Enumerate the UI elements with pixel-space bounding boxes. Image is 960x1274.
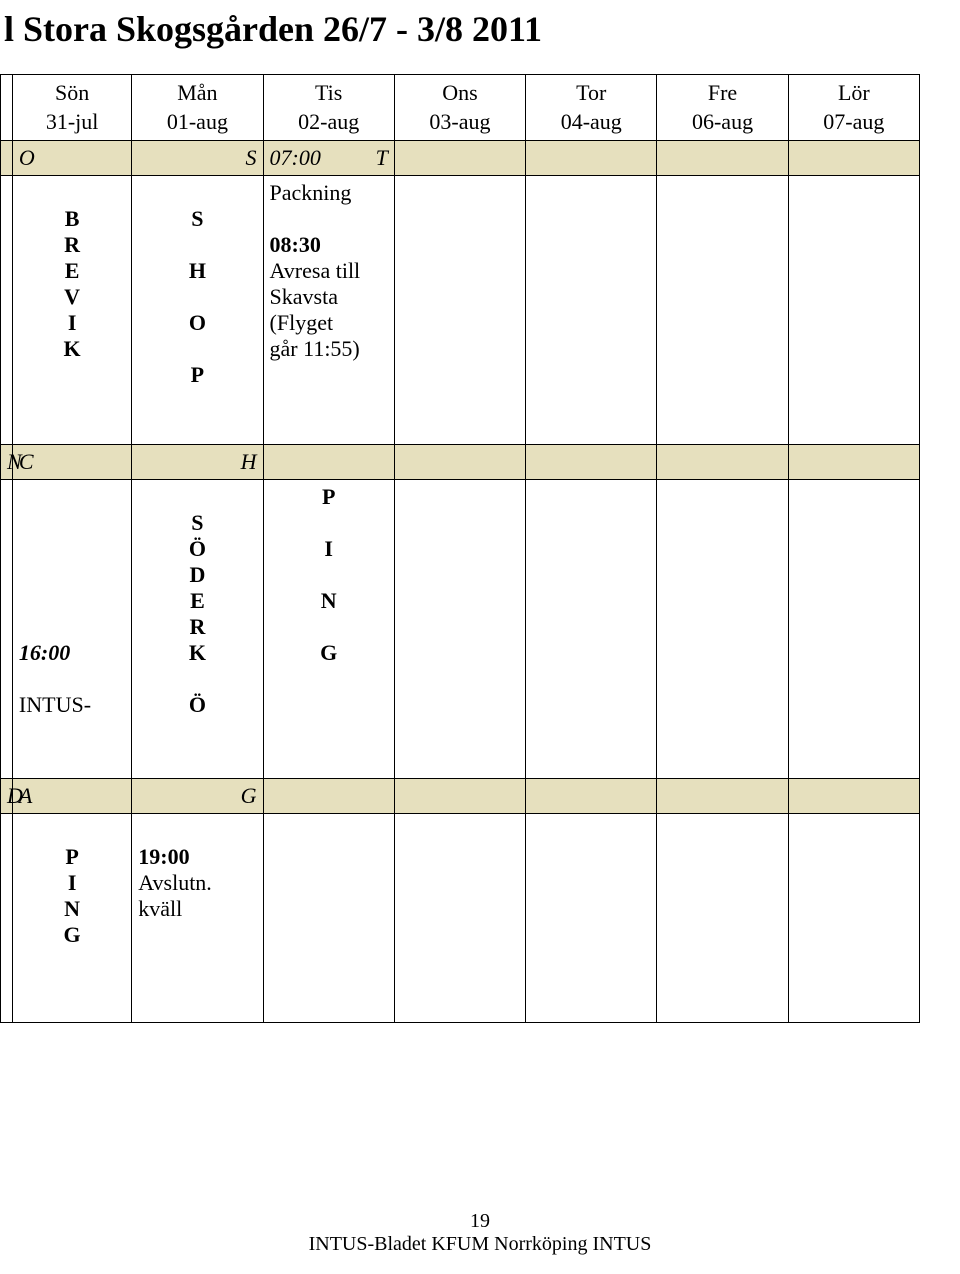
cell-ping2: P I N G	[12, 814, 131, 1023]
empty-cell	[788, 814, 919, 1023]
day-header: Mån 01-aug	[132, 75, 263, 141]
page-title: l Stora Skogsgården 26/7 - 3/8 2011	[0, 0, 920, 74]
empty-cell	[263, 814, 394, 1023]
footer-text: INTUS-Bladet KFUM Norrköping INTUS	[0, 1233, 960, 1256]
band-cell	[788, 141, 919, 176]
day-header: Lör 07-aug	[788, 75, 919, 141]
empty-cell	[526, 176, 657, 445]
cell-departure: Packning 08:30 Avresa till Skavsta (Flyg…	[263, 176, 394, 445]
cell-brevik: B R E V I K	[12, 176, 131, 445]
empty-cell	[788, 176, 919, 445]
band-cell: H	[132, 445, 263, 480]
schedule-table: Sön 31-jul Mån 01-aug Tis 02-aug Ons 03-…	[0, 74, 920, 1023]
schedule-row: B R E V I K S H O P Packning 08:30	[1, 176, 920, 445]
day-header: Ons 03-aug	[394, 75, 525, 141]
section-band: N C H	[1, 445, 920, 480]
band-cell	[394, 141, 525, 176]
stub-cell	[1, 176, 13, 445]
band-cell	[657, 141, 788, 176]
section-band: D A G	[1, 779, 920, 814]
band-cell: N	[1, 445, 13, 480]
day-header: Sön 31-jul	[12, 75, 131, 141]
cell-soderk: S Ö D E R K Ö	[132, 480, 263, 779]
stub-cell	[1, 480, 13, 779]
band-cell	[526, 141, 657, 176]
day-header: Fre 06-aug	[657, 75, 788, 141]
empty-cell	[394, 814, 525, 1023]
page-number: 19	[0, 1210, 960, 1233]
cell-avslutn: 19:00 Avslutn. kväll	[132, 814, 263, 1023]
band-cell: C	[12, 445, 131, 480]
band-cell	[657, 779, 788, 814]
table-header-row: Sön 31-jul Mån 01-aug Tis 02-aug Ons 03-…	[1, 75, 920, 141]
band-cell	[394, 779, 525, 814]
empty-cell	[657, 814, 788, 1023]
band-cell: S	[132, 141, 263, 176]
cell-shop: S H O P	[132, 176, 263, 445]
empty-cell	[657, 176, 788, 445]
band-cell: G	[132, 779, 263, 814]
page-footer: 19 INTUS-Bladet KFUM Norrköping INTUS	[0, 1210, 960, 1256]
section-band: O S 07:00 T	[1, 141, 920, 176]
empty-cell	[657, 480, 788, 779]
band-cell	[526, 445, 657, 480]
band-cell	[394, 445, 525, 480]
band-cell	[263, 779, 394, 814]
band-cell	[657, 445, 788, 480]
empty-cell	[526, 480, 657, 779]
empty-cell	[788, 480, 919, 779]
stub-cell	[1, 75, 13, 141]
cell-time-intus: 16:00 INTUS-	[12, 480, 131, 779]
cell-ping: P I N G	[263, 480, 394, 779]
band-cell: O	[12, 141, 131, 176]
empty-cell	[394, 480, 525, 779]
schedule-row: P I N G 19:00 Avslutn. kväll	[1, 814, 920, 1023]
band-cell	[526, 779, 657, 814]
band-cell	[1, 141, 13, 176]
band-cell: A	[12, 779, 131, 814]
schedule-row: 16:00 INTUS- S Ö D E R K Ö P I N	[1, 480, 920, 779]
empty-cell	[394, 176, 525, 445]
day-header: Tor 04-aug	[526, 75, 657, 141]
band-cell: D	[1, 779, 13, 814]
band-cell	[788, 779, 919, 814]
band-cell	[263, 445, 394, 480]
empty-cell	[526, 814, 657, 1023]
band-cell	[788, 445, 919, 480]
stub-cell	[1, 814, 13, 1023]
band-cell: 07:00 T	[263, 141, 394, 176]
day-header: Tis 02-aug	[263, 75, 394, 141]
